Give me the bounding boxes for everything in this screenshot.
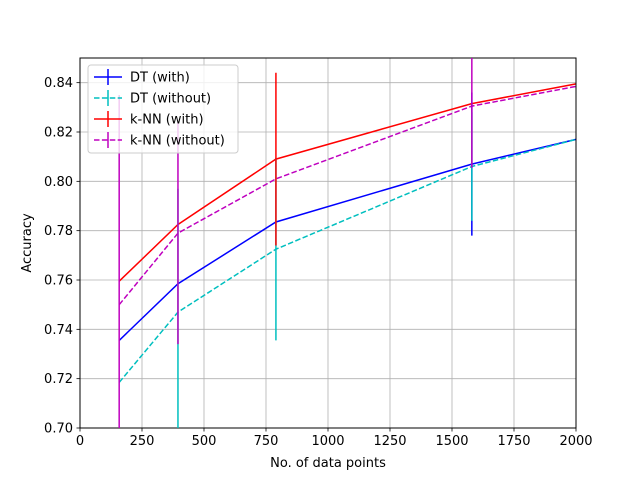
x-tick-label: 750: [254, 434, 279, 449]
legend-label: DT (without): [130, 92, 211, 107]
legend-label: k-NN (without): [130, 134, 225, 149]
legend-label: DT (with): [130, 71, 190, 86]
error-bars: [118, 58, 473, 428]
x-tick-label: 1750: [497, 434, 530, 449]
legend-label: k-NN (with): [130, 113, 204, 128]
x-axis: 0 250 500 750 1000 1250 1500 1750 2000: [76, 428, 593, 449]
series-line-0: [118, 138, 577, 341]
legend: DT (with) DT (without) k-NN (with) k-NN (wi…: [87, 64, 239, 154]
x-tick-label: 500: [192, 434, 217, 449]
y-tick-label: 0.70: [44, 422, 73, 437]
y-tick-label: 0.78: [44, 224, 73, 239]
y-tick-label: 0.74: [44, 323, 73, 338]
x-tick-label: 250: [130, 434, 155, 449]
y-axis: 0.70 0.72 0.74 0.76 0.78 0.80 0.82 0.84: [44, 76, 80, 437]
y-tick-label: 0.80: [44, 175, 73, 190]
y-tick-label: 0.84: [44, 76, 73, 91]
y-axis-label: Accuracy: [20, 213, 35, 273]
x-tick-label: 0: [76, 434, 84, 449]
y-tick-label: 0.82: [44, 126, 73, 141]
x-axis-label: No. of data points: [270, 456, 386, 471]
x-tick-label: 1500: [435, 434, 468, 449]
x-tick-label: 1000: [311, 434, 344, 449]
legend-box: [87, 64, 239, 154]
y-tick-label: 0.76: [44, 274, 73, 289]
y-tick-label: 0.72: [44, 372, 73, 387]
x-tick-label: 2000: [559, 434, 592, 449]
x-tick-label: 1250: [373, 434, 406, 449]
series-line-1: [118, 138, 577, 383]
